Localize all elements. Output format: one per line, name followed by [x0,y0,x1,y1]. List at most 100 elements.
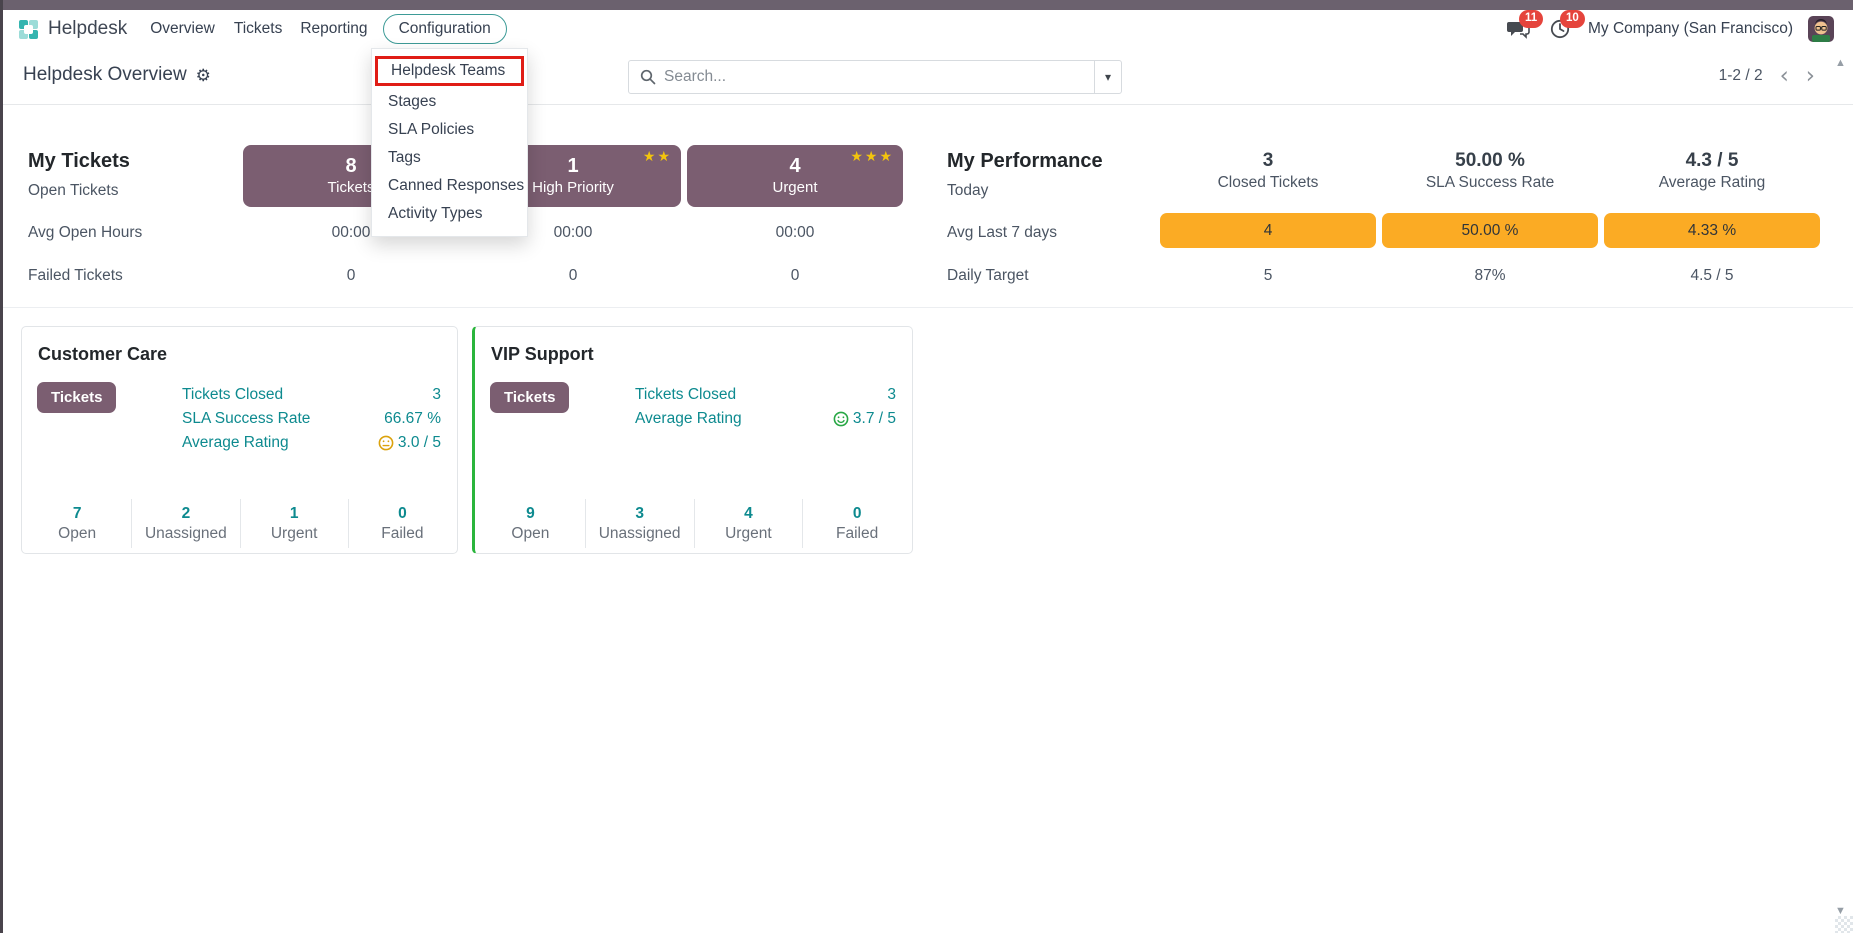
team-stats: Tickets Closed 3 Average Rating 3.7 / 5 [635,383,896,431]
menu-item-helpdesk-teams[interactable]: Helpdesk Teams [375,56,524,86]
search-input[interactable] [664,68,1094,86]
footer-failed[interactable]: 0 Failed [802,499,911,548]
footer-value: 0 [398,504,407,522]
menu-item-stages[interactable]: Stages [388,93,437,110]
team-footer: 9 Open 3 Unassigned 4 Urgent 0 Failed [476,494,911,552]
avg-7-days-row-label: Avg Last 7 days [947,224,1058,241]
footer-value: 3 [635,504,644,522]
footer-unassigned[interactable]: 2 Unassigned [131,499,239,548]
configuration-dropdown: Helpdesk Teams Stages SLA Policies Tags … [371,48,528,237]
scrollbar-corner-grip [1835,916,1853,933]
footer-label: Open [511,524,550,542]
window-left-edge [0,0,3,933]
section-divider [0,307,1853,308]
closed-tickets-label: Closed Tickets [1217,174,1319,191]
sla-label: SLA Success Rate [1425,174,1555,191]
footer-failed[interactable]: 0 Failed [347,499,456,548]
my-performance-title: My Performance [947,150,1103,172]
tickets-closed-link[interactable]: Tickets Closed [182,386,284,403]
card-count: 1 [567,155,579,177]
company-switcher[interactable]: My Company (San Francisco) [1587,20,1793,37]
stat-row: Tickets Closed 3 [635,383,896,407]
average-rating-value: 3.7 / 5 [833,410,896,428]
footer-value: 7 [72,504,82,522]
rating-text: 3.7 / 5 [852,410,896,427]
footer-label: Urgent [270,524,318,542]
menu-overview[interactable]: Overview [150,20,215,37]
closed-tickets-today: 3 [1262,150,1274,171]
daily-target-row-label: Daily Target [947,267,1029,284]
perf-col-sla: 50.00 % SLA Success Rate [1382,150,1598,192]
tickets-closed-value: 3 [887,386,896,403]
footer-urgent[interactable]: 1 Urgent [239,499,348,548]
pager-value[interactable]: 1-2 / 2 [1718,67,1763,84]
menu-reporting[interactable]: Reporting [300,20,368,37]
rating-target: 4.5 / 5 [1690,267,1734,284]
rating-text: 3.0 / 5 [397,434,441,451]
my-tickets-card-urgent[interactable]: ★★★ 4 Urgent [687,145,903,207]
my-tickets-title: My Tickets [28,150,130,172]
helpdesk-app-icon[interactable] [18,19,39,40]
sla-success-value: 66.67 % [384,410,441,427]
menu-item-activity-types[interactable]: Activity Types [388,205,483,222]
team-name[interactable]: Customer Care [38,344,168,364]
average-rating-link[interactable]: Average Rating [635,410,742,427]
footer-label: Failed [836,524,879,542]
gear-icon[interactable]: ⚙ [195,65,211,85]
team-name[interactable]: VIP Support [491,344,594,364]
tickets-button[interactable]: Tickets [37,382,117,413]
tickets-closed-link[interactable]: Tickets Closed [635,386,737,403]
sla-avg-bar: 50.00 % [1382,213,1598,248]
footer-value: 0 [852,504,862,522]
pager-next-button[interactable]: › [1805,63,1815,89]
average-rating-value: 3.0 / 5 [378,434,441,452]
team-footer: 7 Open 2 Unassigned 1 Urgent 0 Failed [23,494,456,552]
team-card-customer-care: Customer Care Tickets Tickets Closed 3 S… [21,326,458,554]
avg-open-hours-value: 00:00 [331,224,371,241]
sla-target: 87% [1474,267,1506,284]
pager-previous-button[interactable]: ‹ [1779,63,1789,89]
failed-tickets-value: 0 [790,267,800,284]
helpdesk-logo-glyph [19,19,38,39]
rating-avg-bar: 4.33 % [1604,213,1820,248]
scrollbar-up-arrow[interactable]: ▲ [1835,57,1846,69]
scrollbar-down-arrow[interactable]: ▼ [1835,905,1846,917]
footer-label: Open [58,524,97,542]
menu-configuration[interactable]: Configuration [382,14,507,44]
activities-icon[interactable]: 10 [1547,10,1585,41]
breadcrumb: Helpdesk Overview ⚙ [23,64,211,86]
footer-open[interactable]: 7 Open [23,499,131,548]
messages-badge: 11 [1518,10,1544,28]
tickets-button[interactable]: Tickets [490,382,570,413]
rating-today: 4.3 / 5 [1685,150,1739,171]
menu-item-sla-policies[interactable]: SLA Policies [388,121,475,138]
avatar-image [1808,16,1834,42]
footer-open[interactable]: 9 Open [476,499,585,548]
menu-tickets[interactable]: Tickets [233,20,283,37]
menu-item-tags[interactable]: Tags [388,149,421,166]
user-avatar[interactable] [1808,16,1834,42]
stat-row: Average Rating 3.7 / 5 [635,407,896,431]
app-name[interactable]: Helpdesk [48,18,128,39]
closed-tickets-target: 5 [1263,267,1273,284]
card-label: Tickets [327,179,375,196]
caret-down-icon: ▾ [1104,70,1112,84]
footer-value: 4 [744,504,753,522]
footer-value: 2 [181,504,191,522]
messages-icon[interactable]: 11 [1506,10,1544,41]
avg-open-hours-row-label: Avg Open Hours [28,224,143,241]
window-top-bar [0,0,1853,10]
footer-unassigned[interactable]: 3 Unassigned [584,499,694,548]
card-count: 4 [789,155,801,177]
average-rating-link[interactable]: Average Rating [182,434,289,451]
menu-item-canned-responses[interactable]: Canned Responses [388,177,525,194]
footer-label: Urgent [725,524,772,542]
card-count: 8 [345,155,357,177]
sla-success-link[interactable]: SLA Success Rate [182,410,311,427]
footer-urgent[interactable]: 4 Urgent [693,499,803,548]
search-icon [640,69,656,85]
search-options-toggle[interactable]: ▾ [1094,61,1121,93]
open-tickets-row-label: Open Tickets [28,182,119,199]
perf-col-rating: 4.3 / 5 Average Rating [1604,150,1820,192]
